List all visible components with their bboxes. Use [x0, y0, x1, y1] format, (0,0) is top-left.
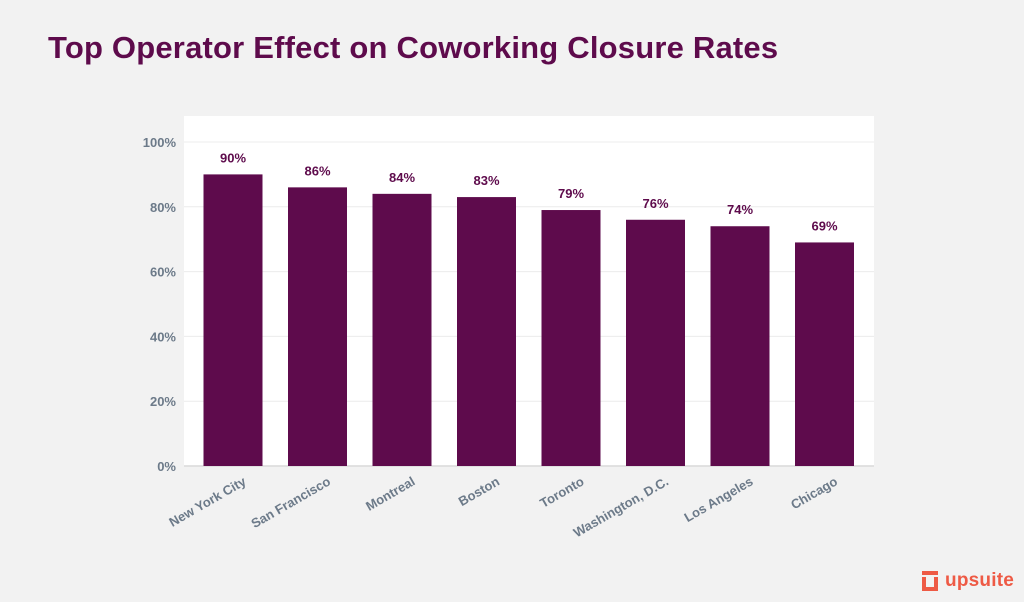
x-tick-label: Toronto — [537, 474, 586, 511]
chart-title: Top Operator Effect on Coworking Closure… — [48, 30, 779, 65]
data-label: 74% — [727, 202, 753, 217]
y-tick-label: 20% — [150, 394, 176, 409]
x-tick-label: San Francisco — [249, 474, 334, 531]
x-tick-label: Chicago — [788, 474, 840, 513]
y-tick-label: 100% — [143, 135, 177, 150]
upsuite-logo: upsuite — [920, 570, 1014, 592]
data-label: 84% — [389, 170, 415, 185]
data-label: 69% — [811, 218, 837, 233]
bar — [626, 219, 685, 466]
bar — [288, 187, 347, 467]
data-label: 86% — [304, 163, 330, 178]
x-tick-label: Montreal — [363, 474, 417, 514]
x-tick-label: New York City — [166, 473, 249, 529]
bar — [541, 210, 601, 466]
upsuite-logo-text: upsuite — [945, 570, 1014, 591]
data-label: 79% — [558, 186, 584, 201]
plot-area — [184, 116, 874, 466]
data-label: 83% — [473, 173, 499, 188]
bar — [795, 242, 854, 466]
y-tick-label: 60% — [150, 265, 176, 280]
upsuite-logo-icon — [922, 571, 939, 591]
bar — [203, 174, 263, 466]
bar — [457, 197, 516, 466]
x-tick-label: Boston — [456, 474, 502, 509]
bar — [372, 193, 432, 466]
x-tick-label: Washington, D.C. — [571, 474, 671, 541]
data-label: 76% — [642, 196, 668, 211]
y-tick-label: 80% — [150, 200, 176, 215]
bar — [710, 226, 770, 466]
y-tick-label: 0% — [157, 459, 176, 474]
y-tick-label: 40% — [150, 329, 176, 344]
x-tick-label: Los Angeles — [681, 474, 755, 525]
data-label: 90% — [220, 150, 246, 165]
